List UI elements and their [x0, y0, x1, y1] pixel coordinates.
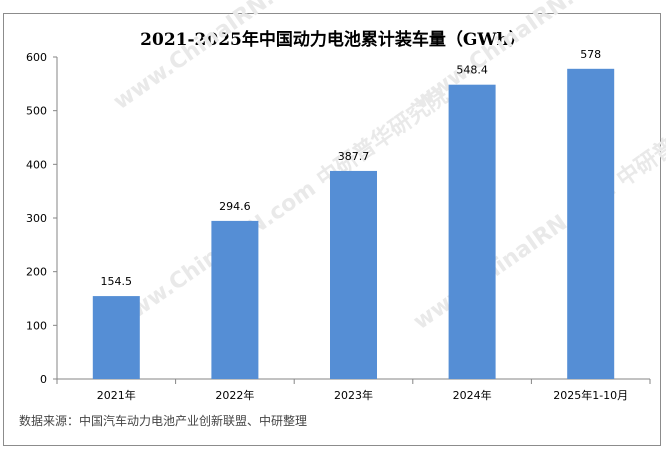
- y-tick-label: 200: [26, 266, 47, 279]
- data-label: 548.4: [456, 64, 488, 77]
- bar: [448, 84, 496, 379]
- chart-title: 2021-2025年中国动力电池累计装车量（GWh）: [140, 30, 526, 50]
- x-tick-label: 2023年: [334, 388, 373, 402]
- x-tick-label: 2024年: [453, 388, 492, 402]
- x-tick-label: 2022年: [215, 388, 254, 402]
- data-label: 578: [580, 48, 601, 61]
- y-tick-label: 0: [40, 373, 47, 386]
- x-tick-label: 2025年1-10月: [553, 388, 628, 402]
- x-tick-label: 2021年: [97, 388, 136, 402]
- data-label: 294.6: [219, 200, 251, 213]
- bar: [567, 68, 615, 379]
- y-tick-label: 500: [26, 105, 47, 118]
- bar: [211, 220, 259, 379]
- watermark-text: www.ChinaIRN.com 中研普华研究院: [109, 0, 454, 115]
- bar: [92, 296, 140, 379]
- y-tick-label: 100: [26, 319, 47, 332]
- data-label: 387.7: [338, 150, 370, 163]
- chart-frame: [3, 13, 661, 446]
- watermark-text: www.ChinaIRN.com 中研普华研究院: [109, 83, 454, 335]
- y-tick-label: 400: [26, 158, 47, 171]
- bar: [330, 170, 377, 379]
- y-tick-label: 600: [26, 51, 47, 64]
- source-note: 数据来源：中国汽车动力电池产业创新联盟、中研整理: [19, 414, 308, 428]
- data-label: 154.5: [101, 275, 133, 288]
- y-tick-label: 300: [26, 212, 47, 225]
- watermark-text: www.ChinaIRN.com 中研普华研究院: [409, 83, 666, 335]
